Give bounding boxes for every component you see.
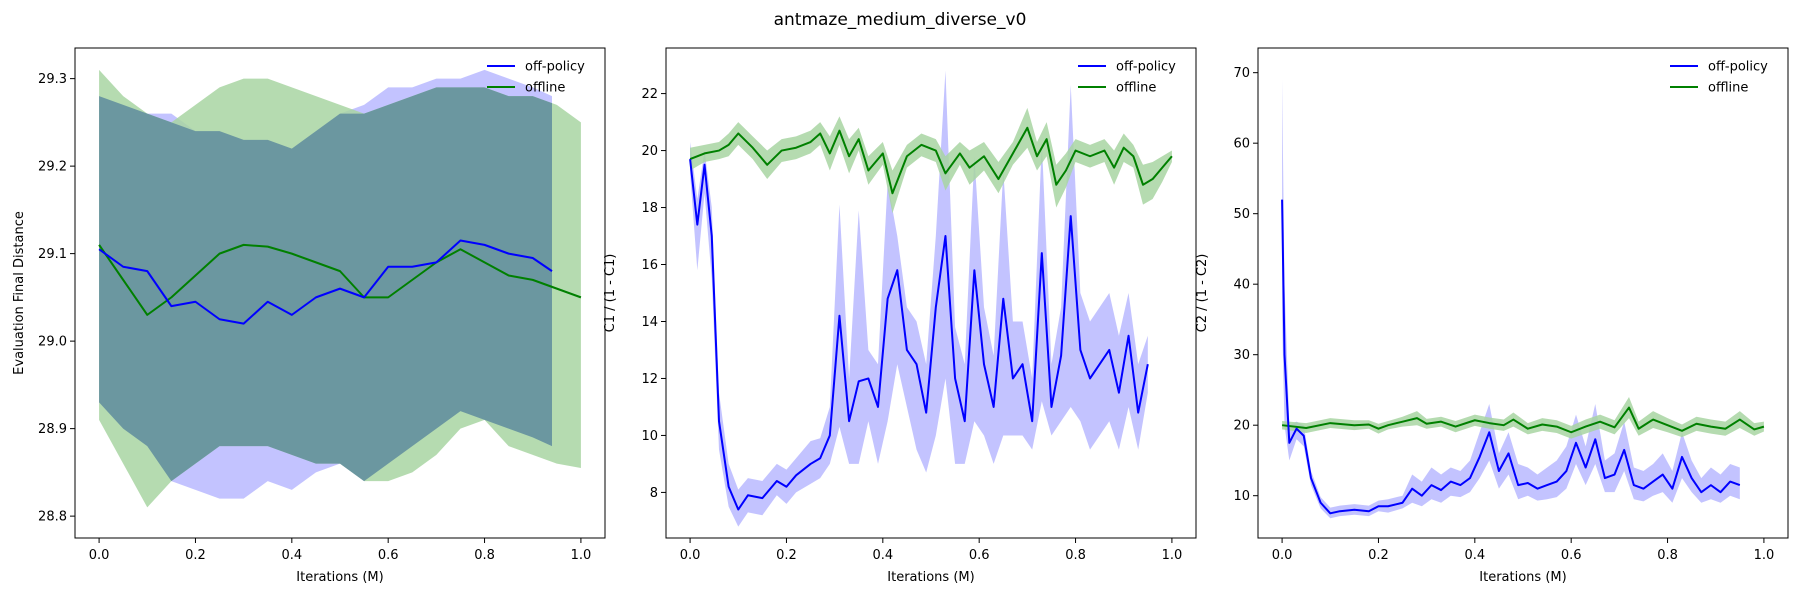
band-off-policy [1282, 79, 1740, 519]
x-tick-label: 0.6 [1561, 548, 1582, 563]
x-axis-label: Iterations (M) [296, 570, 383, 585]
series-line-off-policy [98, 239, 553, 325]
y-tick-label: 60 [1233, 137, 1250, 152]
y-axis-label: C2 / (1 - C2) [1195, 254, 1210, 333]
x-tick-label: 0.8 [1657, 548, 1678, 563]
series-line-offline [1281, 406, 1765, 434]
confidence-bands [1282, 79, 1764, 519]
figure-title: antmaze_medium_diverse_v0 [773, 10, 1027, 30]
axes-frame [665, 47, 1197, 539]
confidence-bands [99, 69, 581, 508]
y-tick-label: 12 [641, 372, 658, 387]
y-tick-label: 70 [1233, 66, 1250, 81]
y-tick-label: 29.3 [38, 72, 67, 87]
y-tick-label: 10 [1233, 489, 1250, 504]
y-tick-label: 28.9 [38, 422, 67, 437]
y-tick-label: 18 [641, 201, 658, 216]
x-tick-label: 0.0 [1272, 548, 1293, 563]
series-line-offline [98, 243, 582, 316]
x-tick-label: 0.4 [281, 548, 302, 563]
y-axis-label: Evaluation Final Distance [12, 211, 27, 375]
y-tick-label: 50 [1233, 207, 1250, 222]
confidence-bands [690, 70, 1172, 527]
x-tick-label: 0.2 [1368, 548, 1389, 563]
legend-label-off-policy: off-policy [1708, 60, 1768, 75]
y-axis-label: C1 / (1 - C1) [603, 254, 618, 333]
chart-panel-c1: 0.0 0.2 0.4 0.6 0.8 1.0 8 10 12 14 16 18 20 22 Iterati… [603, 47, 1197, 585]
series-line-off-policy [1281, 199, 1741, 515]
chart-panel-c2: 0.0 0.2 0.4 0.6 0.8 1.0 10 20 30 40 50 60 70 Iteratio… [1195, 47, 1789, 585]
series-line-offline [689, 126, 1173, 195]
x-tick-label: 1.0 [1162, 548, 1183, 563]
legend-label-offline: offline [525, 81, 565, 96]
band-offline [1282, 396, 1764, 439]
x-tick-label: 1.0 [571, 548, 592, 563]
legend-label-off-policy: off-policy [525, 60, 585, 75]
y-tick-label: 29.0 [38, 335, 67, 350]
x-tick-label: 0.2 [185, 548, 206, 563]
y-tick-label: 16 [641, 258, 658, 273]
band-offline [690, 107, 1172, 214]
y-tick-label: 30 [1233, 348, 1250, 363]
y-tick-label: 29.2 [38, 160, 67, 175]
y-tick-label: 10 [641, 429, 658, 444]
x-axis-label: Iterations (M) [1479, 570, 1566, 585]
x-tick-label: 0.6 [969, 548, 990, 563]
x-tick-label: 1.0 [1754, 548, 1775, 563]
y-tick-label: 20 [1233, 419, 1250, 434]
y-tick-label: 14 [641, 315, 658, 330]
legend: off-policy offline [1670, 60, 1768, 96]
x-tick-label: 0.8 [1065, 548, 1086, 563]
y-tick-label: 28.8 [38, 510, 67, 525]
x-axis-label: Iterations (M) [887, 570, 974, 585]
x-tick-label: 0.4 [1464, 548, 1485, 563]
legend-label-offline: offline [1116, 81, 1156, 96]
series-line-off-policy [689, 158, 1149, 511]
legend-label-offline: offline [1708, 81, 1748, 96]
x-tick-label: 0.4 [872, 548, 893, 563]
x-tick-label: 0.6 [378, 548, 399, 563]
y-tick-label: 20 [641, 144, 658, 159]
axes-frame [74, 47, 606, 539]
y-tick-label: 40 [1233, 278, 1250, 293]
legend: off-policy offline [1078, 60, 1176, 96]
y-tick-label: 8 [650, 486, 658, 501]
chart-panel-distance: 0.0 0.2 0.4 0.6 0.8 1.0 28.8 28.9 29.0 29.1 29.2 29… [12, 47, 606, 585]
x-tick-label: 0.0 [680, 548, 701, 563]
legend: off-policy offline [487, 60, 585, 96]
x-tick-label: 0.8 [474, 548, 495, 563]
y-tick-label: 22 [641, 87, 658, 102]
legend-label-off-policy: off-policy [1116, 60, 1176, 75]
y-tick-label: 29.1 [38, 247, 67, 262]
axes-frame [1257, 47, 1789, 539]
band-overlap [99, 87, 552, 482]
x-tick-label: 0.0 [89, 548, 110, 563]
x-tick-label: 0.2 [776, 548, 797, 563]
